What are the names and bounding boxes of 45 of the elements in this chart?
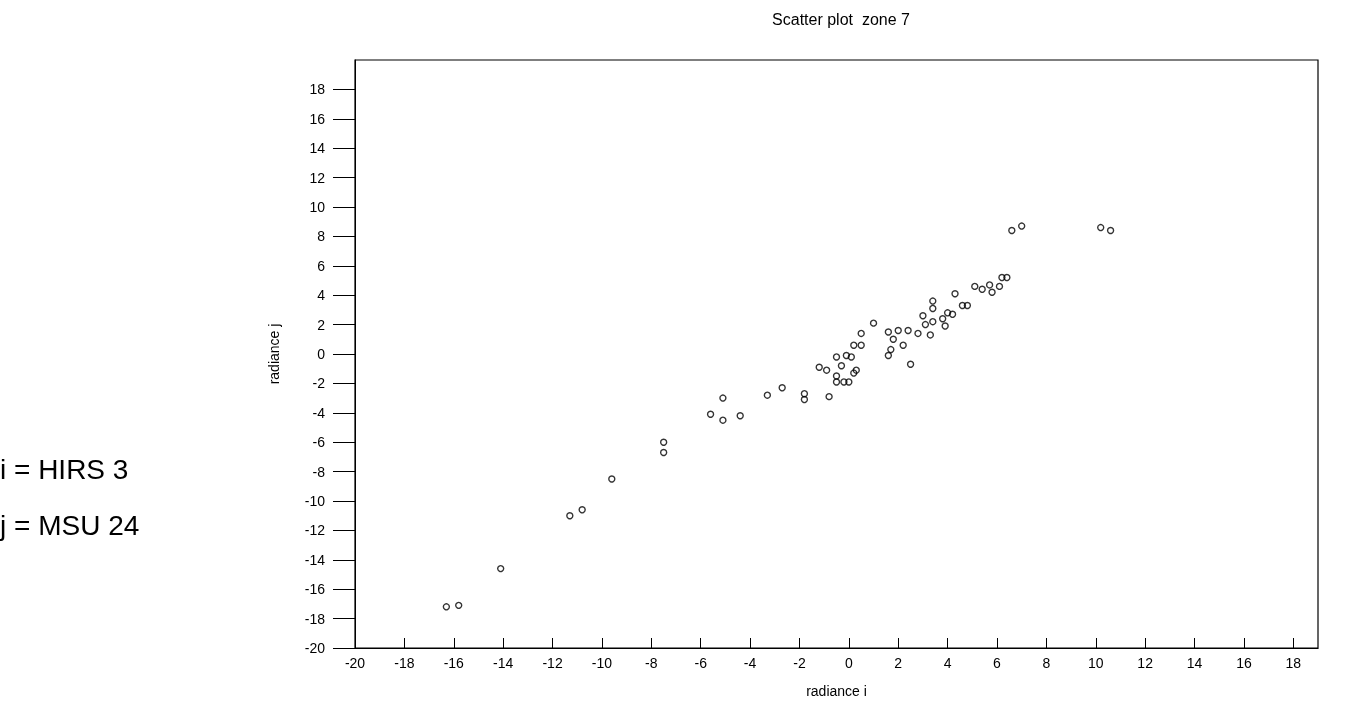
y-tick-label: -6 bbox=[312, 434, 326, 451]
text: i = HIRS 3 bbox=[0, 453, 129, 485]
y-tick-label: 0 bbox=[317, 346, 326, 362]
y-tick-label: 18 bbox=[309, 81, 326, 98]
x-tick-label: 0 bbox=[844, 655, 853, 671]
y-tick-label: 14 bbox=[309, 140, 326, 157]
x-axis-title: radiance i bbox=[806, 683, 867, 699]
x-tick-label: -14 bbox=[493, 655, 514, 671]
y-tick-label: -18 bbox=[304, 610, 326, 627]
x-tick-label: 14 bbox=[1186, 655, 1203, 671]
y-tick-label: -20 bbox=[304, 640, 326, 656]
chart-title: Scatter plot zone 7 bbox=[772, 10, 911, 28]
x-tick-label: -18 bbox=[394, 655, 415, 671]
x-tick-label: 18 bbox=[1285, 655, 1302, 671]
x-tick-label: 8 bbox=[1042, 655, 1051, 671]
x-tick-label: -16 bbox=[443, 655, 465, 671]
y-tick-label: 10 bbox=[309, 199, 326, 215]
y-tick-label: 2 bbox=[317, 316, 326, 333]
x-tick-label: -20 bbox=[344, 655, 366, 671]
x-tick-label: 12 bbox=[1137, 655, 1154, 671]
y-axis-title: radiance j bbox=[266, 323, 282, 385]
text: j = MSU 24 bbox=[0, 509, 140, 541]
y-tick-label: 4 bbox=[317, 287, 326, 304]
y-tick-label: -4 bbox=[312, 404, 326, 421]
y-tick-label: 6 bbox=[317, 257, 326, 274]
x-tick-label: -12 bbox=[542, 655, 563, 671]
y-tick-label: -14 bbox=[304, 551, 326, 568]
x-tick-label: 2 bbox=[894, 655, 903, 671]
x-tick-label: -4 bbox=[743, 655, 757, 671]
y-tick-label: -16 bbox=[304, 581, 326, 598]
y-tick-label: 8 bbox=[317, 228, 326, 245]
y-tick-label: -8 bbox=[312, 463, 326, 480]
x-tick-label: -8 bbox=[645, 655, 658, 671]
y-tick-label: 12 bbox=[309, 169, 326, 186]
y-tick-label: 16 bbox=[309, 110, 326, 127]
y-tick-label: -12 bbox=[304, 522, 326, 539]
x-tick-label: -10 bbox=[591, 655, 613, 671]
x-tick-label: 16 bbox=[1236, 655, 1252, 671]
y-tick-label: -2 bbox=[312, 375, 326, 392]
y-tick-label: -10 bbox=[304, 493, 326, 509]
x-tick-label: -2 bbox=[793, 655, 806, 671]
x-tick-label: 4 bbox=[943, 655, 952, 671]
x-tick-label: 6 bbox=[993, 655, 1002, 671]
x-tick-label: -6 bbox=[694, 655, 708, 671]
x-tick-label: 10 bbox=[1087, 655, 1104, 671]
